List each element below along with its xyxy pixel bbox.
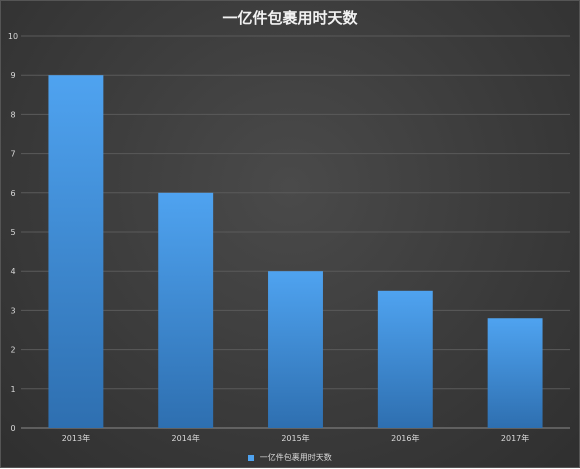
bars [48,75,543,428]
x-tick-label: 2017年 [501,433,529,443]
chart-title: 一亿件包裹用时天数 [222,9,358,27]
y-tick-label: 5 [10,228,15,237]
legend-label: 一亿件包裹用时天数 [259,453,332,462]
bar [487,318,543,428]
y-tick-label: 7 [10,150,15,159]
bar [48,75,104,428]
legend-swatch [248,454,255,461]
y-tick-label: 10 [8,32,18,41]
y-tick-label: 8 [10,110,15,119]
y-tick-label: 3 [10,306,15,315]
y-axis-ticks: 0 1 2 3 4 5 6 7 8 9 10 [8,32,18,433]
x-tick-label: 2015年 [281,433,309,443]
y-tick-label: 0 [10,424,15,433]
y-tick-label: 2 [10,346,15,355]
bar [268,271,323,428]
x-tick-label: 2016年 [391,433,419,443]
y-tick-label: 6 [10,189,15,198]
x-axis-ticks: 2013年 2014年 2015年 2016年 2017年 [62,433,530,443]
y-tick-label: 4 [10,267,15,276]
bar [377,290,433,428]
x-tick-label: 2013年 [62,433,90,443]
bar [158,192,214,428]
y-tick-label: 9 [10,71,15,80]
legend: 一亿件包裹用时天数 [1,452,579,463]
x-tick-label: 2014年 [172,433,200,443]
y-tick-label: 1 [10,385,15,394]
